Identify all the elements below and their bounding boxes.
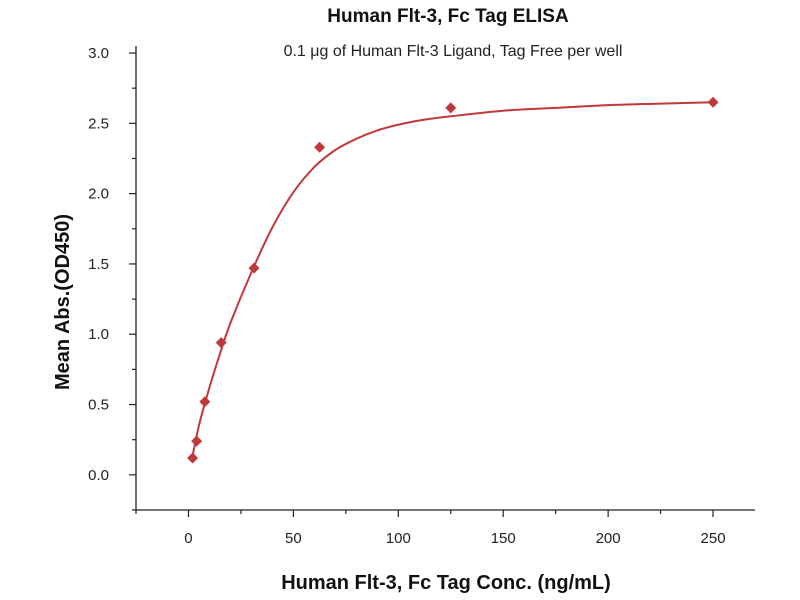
x-axis-ticks: 0 50 100 150 200 250 bbox=[135, 510, 726, 547]
y-tick-label: 1.0 bbox=[88, 326, 109, 343]
y-axis-ticks: 0.0 0.5 1.0 1.5 2.0 2.5 3.0 bbox=[88, 45, 136, 511]
x-tick-label: 50 bbox=[285, 530, 302, 547]
data-point-marker bbox=[215, 337, 227, 349]
chart-subtitle: 0.1 μg of Human Flt-3 Ligand, Tag Free p… bbox=[284, 43, 623, 60]
x-tick-label: 0 bbox=[184, 530, 192, 547]
x-axis-label: Human Flt-3, Fc Tag Conc. (ng/mL) bbox=[281, 572, 611, 594]
data-point-marker bbox=[187, 452, 199, 464]
data-point-marker bbox=[248, 262, 260, 274]
y-tick-label: 1.5 bbox=[88, 256, 109, 273]
data-point-marker bbox=[199, 396, 211, 408]
axes bbox=[135, 46, 755, 511]
fit-curve bbox=[190, 101, 714, 461]
x-tick-label: 100 bbox=[386, 530, 411, 547]
y-tick-label: 0.0 bbox=[88, 467, 109, 484]
y-tick-label: 0.5 bbox=[88, 397, 109, 414]
fit-curve-group bbox=[190, 101, 714, 461]
x-tick-label: 250 bbox=[701, 530, 726, 547]
data-point-marker bbox=[191, 435, 203, 447]
x-tick-label: 200 bbox=[596, 530, 621, 547]
y-tick-label: 2.0 bbox=[88, 186, 109, 203]
y-axis-label: Mean Abs.(OD450) bbox=[52, 214, 74, 390]
chart-title: Human Flt-3, Fc Tag ELISA bbox=[327, 6, 569, 27]
data-point-marker bbox=[314, 141, 326, 153]
x-tick-label: 150 bbox=[491, 530, 516, 547]
data-point-marker bbox=[707, 96, 719, 108]
data-point-marker bbox=[445, 102, 457, 114]
y-tick-label: 3.0 bbox=[88, 45, 109, 62]
y-tick-label: 2.5 bbox=[88, 115, 109, 132]
data-points-group bbox=[187, 96, 719, 464]
